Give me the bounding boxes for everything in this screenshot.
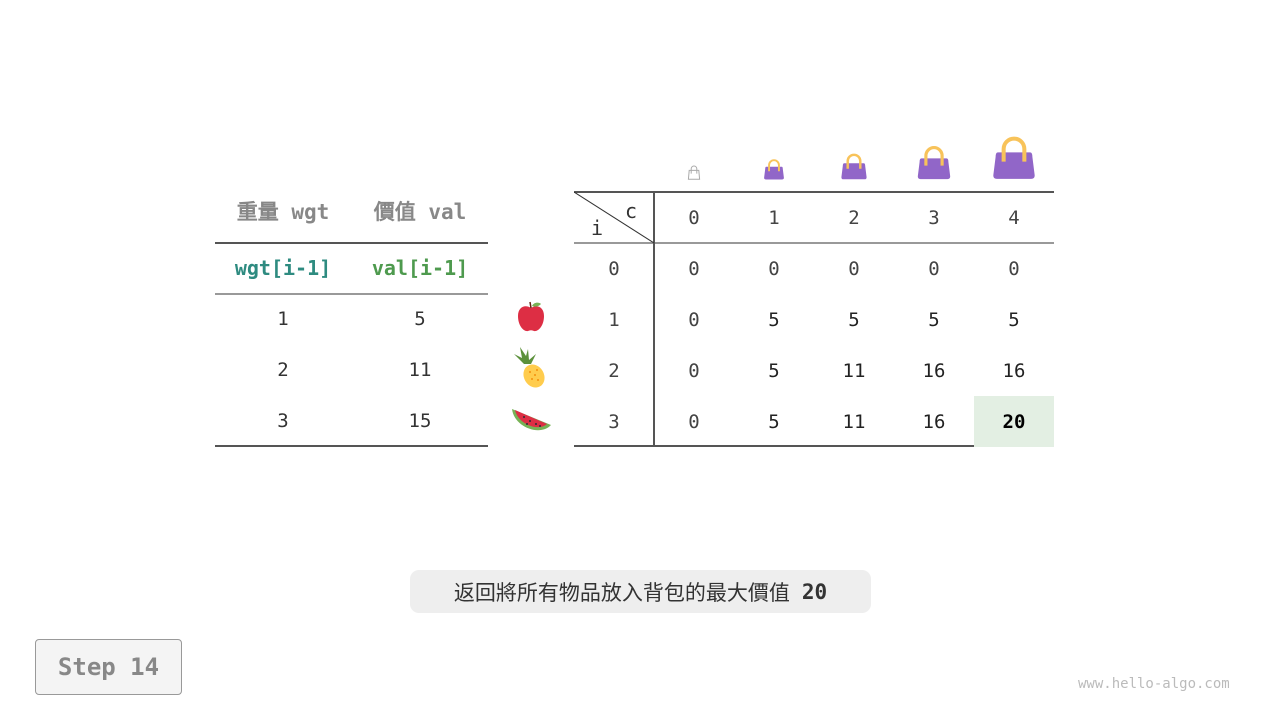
dp-cell: 11 — [842, 410, 866, 433]
diagonal-line — [574, 192, 654, 243]
dp-cell: 0 — [688, 359, 700, 382]
dp-cell: 5 — [1008, 308, 1020, 331]
dp-cell: 0 — [768, 257, 780, 280]
dp-cell: 0 — [1008, 257, 1020, 280]
row-header: 3 — [608, 410, 620, 433]
divider — [574, 191, 1054, 193]
divider — [653, 192, 655, 446]
dp-cell: 5 — [848, 308, 860, 331]
dp-cell: 5 — [928, 308, 940, 331]
row-header: 0 — [608, 257, 620, 280]
divider — [215, 242, 488, 244]
dp-cell: 0 — [688, 308, 700, 331]
weight-cell: 3 — [277, 410, 289, 432]
col-header: 4 — [1008, 206, 1020, 229]
col-header: 3 — [928, 206, 940, 229]
watermelon-icon — [512, 409, 551, 431]
weight-cell: 1 — [277, 308, 289, 330]
divider — [574, 445, 1054, 447]
dp-cell: 0 — [848, 257, 860, 280]
dp-cell: 5 — [768, 308, 780, 331]
bag-icon — [841, 153, 867, 180]
col-header: 2 — [848, 206, 860, 229]
header-value: 價值 val — [373, 200, 467, 224]
col-header: 0 — [688, 206, 700, 229]
col-header: 1 — [768, 206, 780, 229]
row-header: 1 — [608, 308, 620, 331]
value-cell: 15 — [408, 410, 432, 432]
empty-bag-icon — [687, 165, 701, 180]
dp-cell: 16 — [1002, 359, 1026, 382]
highlighted-cell: 20 — [974, 396, 1054, 447]
subheader-val: val[i-1] — [371, 256, 469, 280]
divider — [215, 445, 488, 447]
result-caption: 返回將所有物品放入背包的最大價值 20 — [410, 570, 871, 613]
step-button[interactable]: Step 14 — [35, 639, 182, 695]
pineapple-icon — [514, 347, 545, 388]
row-axis-label: i — [590, 216, 604, 240]
value-cell: 11 — [408, 359, 432, 381]
dp-cell: 0 — [928, 257, 940, 280]
watermark: www.hello-algo.com — [1078, 676, 1230, 692]
dp-cell: 16 — [922, 410, 946, 433]
dp-cell: 0 — [688, 257, 700, 280]
caption-value: 20 — [801, 579, 828, 604]
dp-cell: 0 — [688, 410, 700, 433]
bag-icon — [993, 136, 1035, 179]
subheader-wgt: wgt[i-1] — [234, 256, 332, 280]
caption-text: 返回將所有物品放入背包的最大價值 — [453, 580, 790, 605]
divider — [574, 242, 1054, 244]
dp-cell: 11 — [842, 359, 866, 382]
bag-icon — [917, 146, 951, 180]
weight-cell: 2 — [277, 359, 289, 381]
dp-cell: 5 — [768, 410, 780, 433]
value-cell: 5 — [414, 308, 426, 330]
bag-icon — [764, 159, 784, 180]
dp-cell: 16 — [922, 359, 946, 382]
header-weight: 重量 wgt — [236, 200, 330, 224]
divider — [215, 293, 488, 295]
apple-icon — [518, 301, 544, 332]
col-axis-label: c — [624, 199, 638, 223]
dp-cell: 5 — [768, 359, 780, 382]
row-header: 2 — [608, 359, 620, 382]
